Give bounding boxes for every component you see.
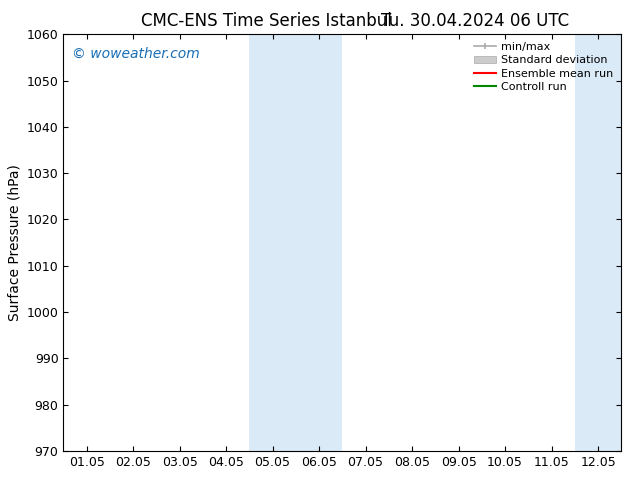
Bar [249, 34, 342, 451]
Text: CMC-ENS Time Series Istanbul: CMC-ENS Time Series Istanbul [141, 12, 392, 30]
Y-axis label: Surface Pressure (hPa): Surface Pressure (hPa) [7, 164, 21, 321]
Legend: min/max, Standard deviation, Ensemble mean run, Controll run: min/max, Standard deviation, Ensemble me… [469, 38, 618, 97]
Bar [575, 34, 634, 451]
Text: © woweather.com: © woweather.com [72, 47, 200, 61]
Text: Tu. 30.04.2024 06 UTC: Tu. 30.04.2024 06 UTC [382, 12, 569, 30]
